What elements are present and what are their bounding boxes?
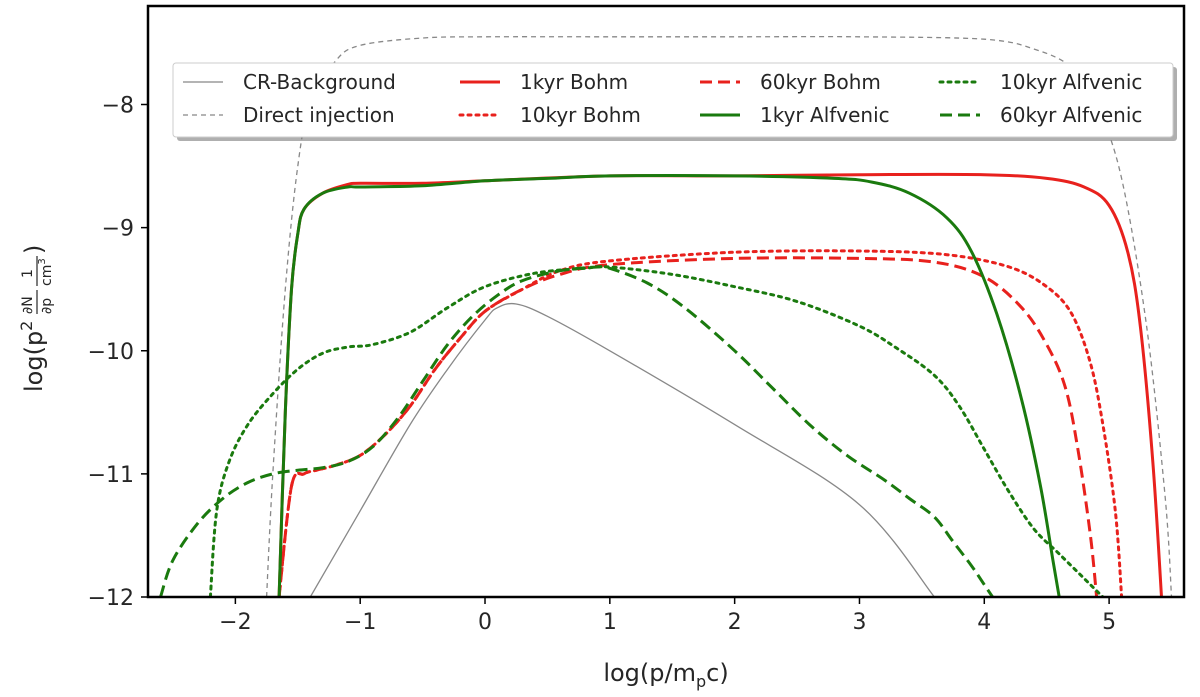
legend: CR-Background Direct injection 1kyr Bohm 10…: [172, 62, 1177, 141]
y-frac2-den: cm3: [37, 258, 55, 286]
y-tick-label: −10: [88, 340, 134, 365]
x-tick-label: 0: [478, 610, 492, 635]
y-frac2-num: 1: [20, 269, 36, 278]
y-tick-label: −8: [102, 94, 134, 119]
x-axis-label: log(p/mpc): [603, 659, 728, 691]
y-axis-label-prefix: log(p: [20, 331, 48, 392]
legend-label: 1kyr Alfvenic: [760, 103, 890, 127]
legend-label: 1kyr Bohm: [520, 70, 628, 94]
series-10kyr-bohm: [277, 249, 1124, 597]
legend-box: [172, 62, 1174, 138]
series-1kyr-alfvenic: [277, 174, 1061, 597]
y-frac2-den-text: cm: [39, 265, 55, 286]
x-tick-label: 2: [728, 610, 742, 635]
y-frac1-den: ∂p: [39, 298, 55, 314]
x-tick-label: 4: [977, 610, 991, 635]
legend-label: 10kyr Bohm: [520, 103, 641, 127]
y-axis-ticks: −12 −11 −10 −9 −8: [88, 94, 148, 611]
y-axis-label: log(p2 ∂N ∂p 1 cm3 ): [17, 245, 55, 392]
x-tick-label: 3: [852, 610, 866, 635]
svg-text:log(p2: log(p2: [17, 321, 48, 392]
series-direct-injection: [265, 35, 1173, 597]
x-axis-label-main: log(p/m: [603, 659, 696, 687]
x-axis-ticks: −2 −1 0 1 2 3 4 5: [219, 597, 1116, 635]
legend-label: 10kyr Alfvenic: [1000, 70, 1142, 94]
series-60kyr-bohm: [277, 256, 1099, 597]
y-tick-label: −12: [88, 586, 134, 611]
x-axis-label-sub: p: [696, 672, 706, 691]
y-frac2-den-sup: 3: [37, 258, 48, 264]
y-tick-label: −9: [102, 217, 134, 242]
y-frac1-num: ∂N: [20, 296, 36, 314]
series-cr-background: [309, 302, 935, 597]
legend-label: Direct injection: [243, 103, 395, 127]
x-tick-label: 5: [1102, 610, 1116, 635]
legend-entries: CR-Background Direct injection 1kyr Bohm 10…: [183, 70, 1142, 127]
plot-frame: [146, 4, 1186, 599]
x-axis-label-end: c): [706, 659, 729, 687]
x-tick-label: 1: [603, 610, 617, 635]
y-axis-label-suffix: ): [20, 245, 48, 254]
legend-label: 60kyr Bohm: [760, 70, 881, 94]
x-tick-label: −2: [219, 610, 251, 635]
legend-label: CR-Background: [243, 70, 396, 94]
x-tick-label: −1: [344, 610, 376, 635]
series-60kyr-alfvenic: [159, 264, 995, 597]
y-tick-label: −11: [88, 463, 134, 488]
series-1kyr-bohm: [277, 172, 1163, 597]
series-layer: [159, 35, 1173, 597]
y-axis-label-sup: 2: [17, 321, 36, 331]
series-10kyr-alfvenic: [208, 265, 1106, 597]
legend-label: 60kyr Alfvenic: [1000, 103, 1142, 127]
